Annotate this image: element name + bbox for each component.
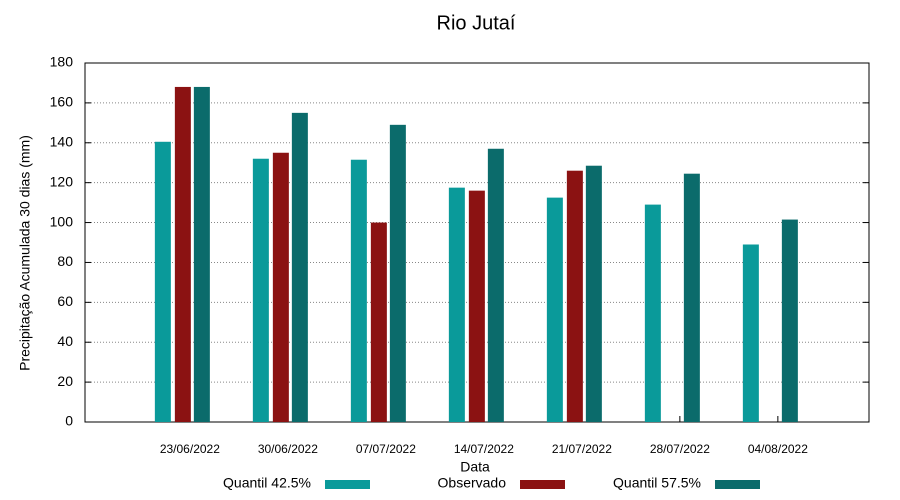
legend-label: Quantil 57.5%	[613, 475, 701, 491]
y-tick-label: 160	[50, 94, 74, 110]
y-tick-label: 0	[65, 413, 73, 429]
bar	[683, 173, 700, 422]
y-tick-label: 140	[50, 133, 74, 149]
bar	[742, 244, 759, 422]
y-axis-label: Precipitação Acumulada 30 dias (mm)	[17, 135, 33, 371]
legend-swatch	[715, 480, 760, 489]
y-tick-label: 120	[50, 173, 74, 189]
bar	[585, 165, 602, 423]
legend-swatch	[520, 480, 565, 489]
bar	[487, 148, 504, 422]
bar	[272, 152, 289, 422]
bar	[468, 190, 485, 422]
x-tick-label: 23/06/2022	[160, 442, 220, 456]
x-tick-label: 28/07/2022	[650, 442, 710, 456]
bar	[781, 219, 798, 422]
bar	[389, 124, 406, 423]
legend-label: Observado	[438, 475, 507, 491]
y-tick-label: 180	[50, 54, 74, 70]
y-tick-label: 40	[57, 333, 73, 349]
bar	[350, 159, 367, 422]
y-tick-label: 60	[57, 293, 73, 309]
bar	[546, 197, 563, 422]
x-tick-label: 21/07/2022	[552, 442, 612, 456]
bar	[291, 112, 308, 422]
bar	[174, 86, 191, 422]
y-tick-label: 100	[50, 213, 74, 229]
legend-swatch	[325, 480, 370, 489]
x-tick-label: 04/08/2022	[748, 442, 808, 456]
bar	[566, 170, 583, 422]
y-tick-label: 80	[57, 253, 73, 269]
x-tick-label: 30/06/2022	[258, 442, 318, 456]
chart-title: Rio Jutaí	[437, 12, 516, 34]
bar	[252, 158, 269, 422]
x-tick-label: 14/07/2022	[454, 442, 514, 456]
x-axis-label: Data	[460, 459, 490, 475]
bar	[370, 222, 387, 422]
bar	[644, 204, 661, 422]
legend-label: Quantil 42.5%	[223, 475, 311, 491]
x-tick-label: 07/07/2022	[356, 442, 416, 456]
bar	[448, 187, 465, 422]
bar	[193, 86, 210, 422]
bar	[154, 141, 171, 422]
y-tick-label: 20	[57, 373, 73, 389]
